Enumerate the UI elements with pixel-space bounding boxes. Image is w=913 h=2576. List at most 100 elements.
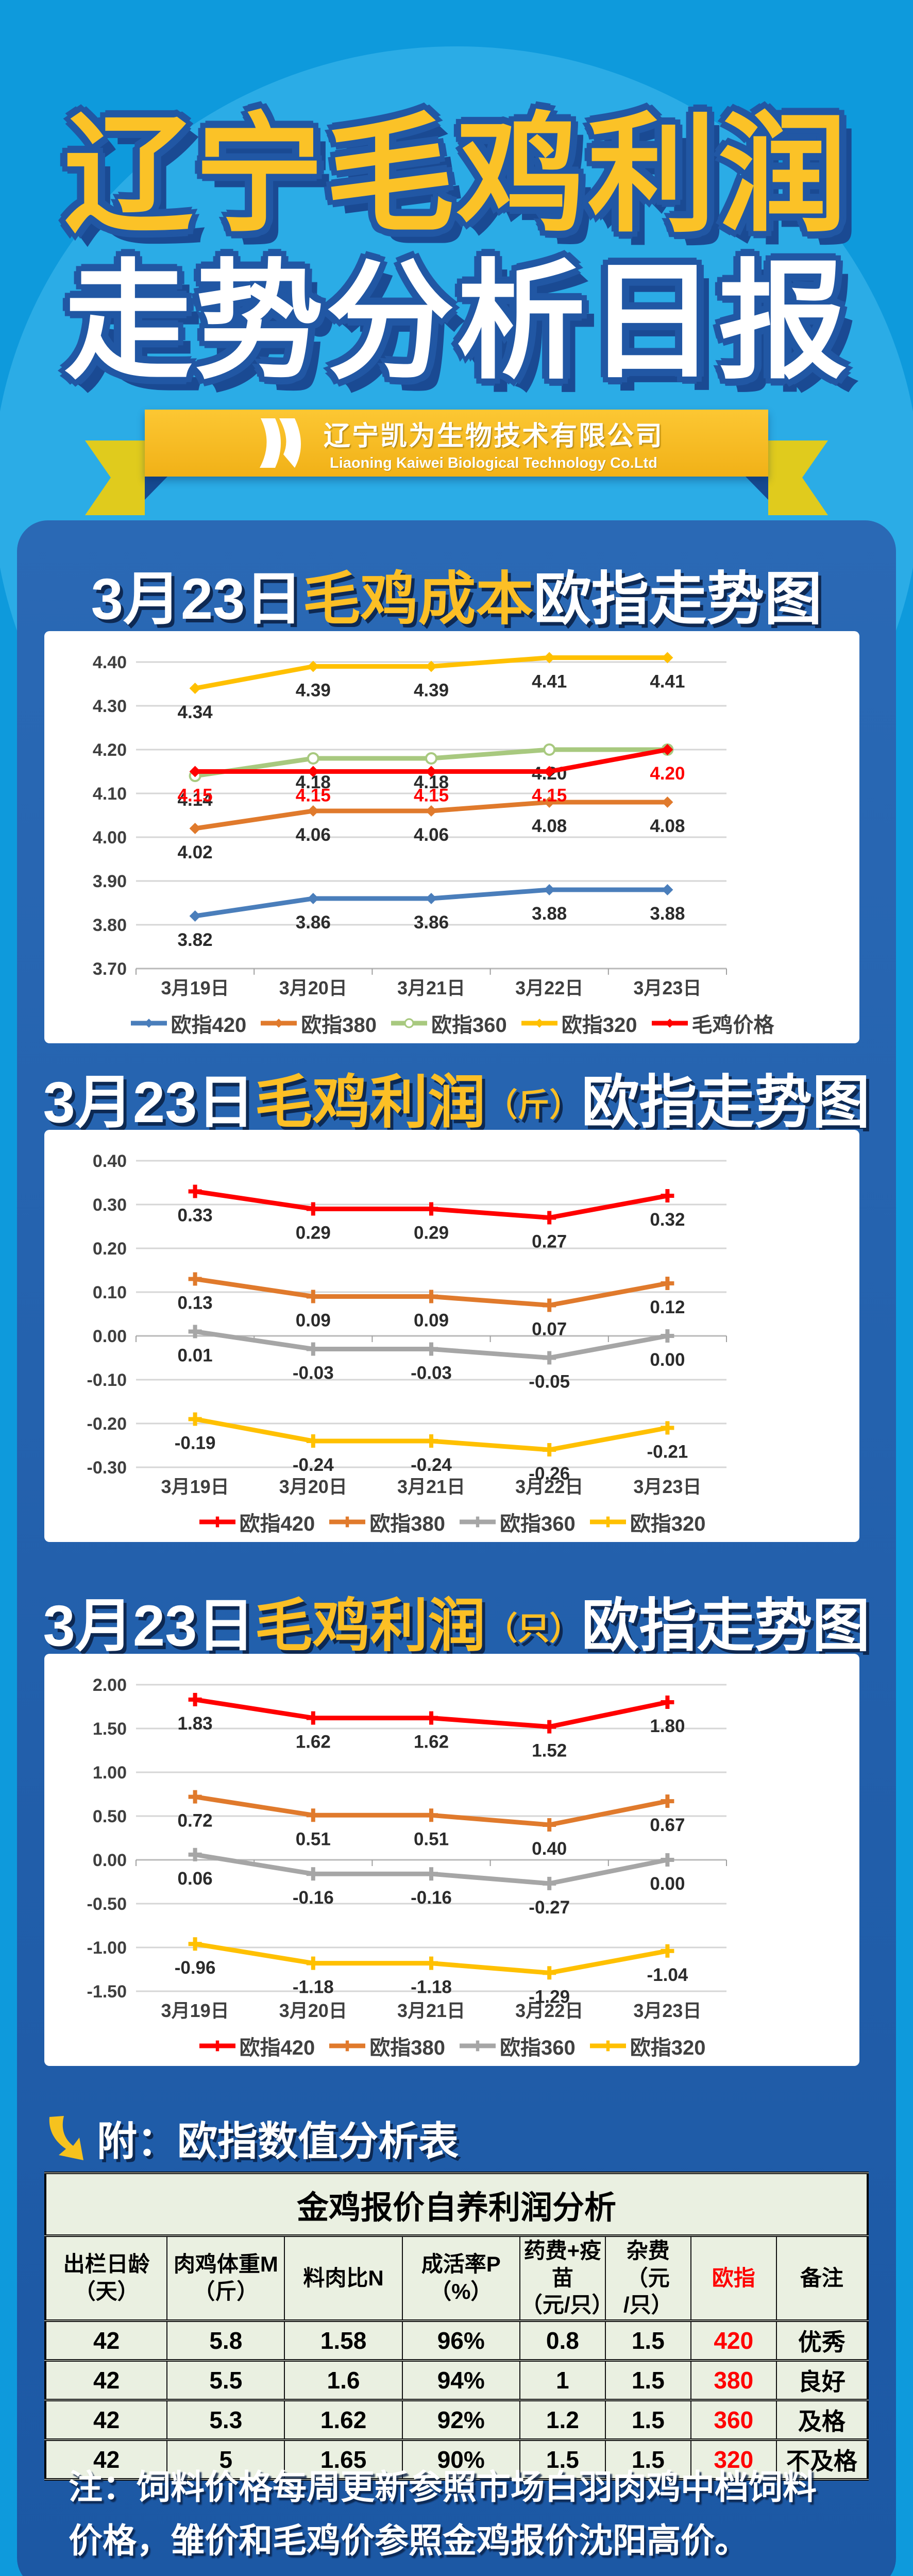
legend-item: 欧指320 xyxy=(589,1507,706,1537)
table-title: 金鸡报价自养利润分析 xyxy=(45,2172,868,2237)
section-title-part: 欧指走势图 xyxy=(581,1594,870,1658)
data-label: 4.15 xyxy=(414,786,449,806)
data-label: 1.83 xyxy=(178,1714,213,1734)
section-title-part: （斤） xyxy=(485,1088,582,1123)
table-cell: 优秀 xyxy=(775,2319,869,2362)
table-cell: 90% xyxy=(401,2438,520,2481)
legend-marker-icon xyxy=(199,1516,235,1528)
legend-label: 毛鸡价格 xyxy=(691,1014,774,1037)
legend-item: 欧指420 xyxy=(130,1008,246,1038)
cost-trend-chart: 4.40 4.30 4.20 4.10 4.00 3.90 3.80 3.70 3月19日 3月2… xyxy=(93,652,727,998)
data-label: 4.08 xyxy=(650,816,685,836)
table-cell: 360 xyxy=(690,2398,777,2441)
table-cell: 5 xyxy=(166,2438,285,2481)
data-label: 4.34 xyxy=(178,702,213,722)
x-tick-label: 3月22日 xyxy=(515,977,583,998)
table-cell: 1.65 xyxy=(284,2438,403,2481)
y-tick-label: 2.00 xyxy=(93,1675,127,1695)
x-tick-label: 3月22日 xyxy=(515,1476,583,1497)
legend-label: 欧指320 xyxy=(561,1014,637,1037)
data-label: 0.01 xyxy=(178,1346,213,1366)
table-header-cell: 成活率P （%） xyxy=(401,2234,520,2322)
table-header-cell: 料肉比N xyxy=(284,2234,403,2322)
legend-marker-icon xyxy=(329,2040,366,2052)
data-label: -1.29 xyxy=(529,1987,570,2007)
y-tick-label: 0.20 xyxy=(93,1239,127,1259)
table-cell: 42 xyxy=(44,2438,168,2481)
table-cell: 320 xyxy=(690,2438,777,2481)
table-cell: 1.6 xyxy=(284,2359,403,2401)
table-cell: 0.8 xyxy=(519,2319,606,2362)
y-tick-label: 0.50 xyxy=(93,1807,127,1826)
data-label: -0.96 xyxy=(175,1958,216,1978)
profit-per-bird-chart-legend: 欧指420 欧指380 欧指360 欧指320 xyxy=(44,2031,859,2061)
legend-label: 欧指420 xyxy=(239,1513,315,1535)
section-title-part: 毛鸡利润 xyxy=(255,1594,486,1658)
table-cell: 380 xyxy=(690,2359,777,2401)
section-title-part: 毛鸡利润 xyxy=(255,1070,486,1134)
x-tick-label: 3月23日 xyxy=(633,1476,701,1497)
data-label: -1.18 xyxy=(293,1977,334,1997)
table-row: 42 5.3 1.62 92% 1.2 1.5 360 及格 xyxy=(44,2398,869,2441)
y-tick-label: -1.00 xyxy=(87,1938,127,1958)
gridlines: 2.00 1.50 1.00 0.50 0.00 -0.50 -1.00 -1.50 xyxy=(87,1675,727,2002)
company-logo-icon xyxy=(259,418,301,468)
legend-label: 欧指420 xyxy=(239,2037,315,2059)
table-cell: 94% xyxy=(401,2359,520,2401)
legend-item: 欧指320 xyxy=(520,1008,637,1038)
page-title-line2: 走势分析日报 xyxy=(64,250,849,394)
footnote-line1: 注：饲料价格每周更新参照市场白羽肉鸡中档饲料 xyxy=(69,2468,817,2506)
table-header-cell: 肉鸡体重M （斤） xyxy=(166,2234,285,2322)
data-label: 0.29 xyxy=(414,1223,449,1243)
data-label: -0.21 xyxy=(647,1442,688,1462)
y-tick-label: 4.10 xyxy=(93,784,127,804)
legend-item: 欧指420 xyxy=(198,2031,315,2061)
section-title-part: 欧指走势图 xyxy=(533,567,822,631)
y-tick-label: 4.00 xyxy=(93,828,127,848)
data-label: 4.02 xyxy=(178,842,213,862)
data-label: 3.82 xyxy=(178,930,213,950)
data-label: 1.80 xyxy=(650,1716,685,1736)
cost-trend-chart-legend: 欧指420 欧指380 欧指360 欧指320 毛鸡价格 xyxy=(44,1008,859,1038)
y-tick-label: 3.80 xyxy=(93,916,127,935)
data-label: 3.86 xyxy=(296,912,331,933)
section-title-part: 毛鸡成本 xyxy=(302,567,534,631)
x-tick-label: 3月21日 xyxy=(397,1476,465,1497)
legend-label: 欧指380 xyxy=(301,1014,377,1037)
table-cell: 1.2 xyxy=(519,2398,606,2441)
data-label: 1.52 xyxy=(532,1741,567,1761)
profit-per-jin-chart-legend: 欧指420 欧指380 欧指360 欧指320 xyxy=(44,1507,859,1537)
series-欧指380: 0.72 0.51 0.51 0.40 0.67 xyxy=(178,1790,685,1859)
data-label: 4.06 xyxy=(414,825,449,845)
data-label: 0.09 xyxy=(414,1311,449,1331)
table-cell: 92% xyxy=(401,2398,520,2441)
data-label: 4.41 xyxy=(650,672,685,692)
data-label: -0.03 xyxy=(293,1363,334,1383)
data-label: -0.16 xyxy=(411,1888,452,1908)
table-cell: 5.8 xyxy=(166,2319,285,2362)
data-label: -0.24 xyxy=(411,1455,452,1475)
data-label: 4.08 xyxy=(532,816,567,836)
legend-item: 欧指420 xyxy=(198,1507,315,1537)
data-label: 0.09 xyxy=(296,1311,331,1331)
y-tick-label: 0.40 xyxy=(93,1151,127,1171)
y-tick-label: 3.70 xyxy=(93,959,127,979)
data-label: -0.24 xyxy=(293,1455,334,1475)
data-label: 1.62 xyxy=(414,1732,449,1752)
data-label: -0.27 xyxy=(529,1897,570,1918)
x-tick-label: 3月21日 xyxy=(397,977,465,998)
table-cell: 42 xyxy=(44,2359,168,2401)
legend-marker-icon xyxy=(589,1516,626,1528)
section-title-cost-trend: 3月23日毛鸡成本欧指走势图 xyxy=(17,564,896,634)
x-tick-label: 3月20日 xyxy=(279,2000,347,2021)
legend-label: 欧指360 xyxy=(500,1513,576,1535)
arrow-icon xyxy=(49,2116,83,2160)
data-label: -0.05 xyxy=(529,1372,570,1392)
section-title-part: 3月23日 xyxy=(91,567,303,631)
y-tick-label: 4.30 xyxy=(93,697,127,716)
company-name: 辽宁凯为生物技术有限公司 xyxy=(323,421,664,451)
table-header-cell: 欧指 xyxy=(690,2234,777,2322)
data-label: 0.13 xyxy=(178,1293,213,1313)
legend-marker-icon xyxy=(329,1516,366,1528)
series-欧指320: -0.96 -1.18 -1.18 -1.29 -1.04 xyxy=(175,1937,688,2007)
